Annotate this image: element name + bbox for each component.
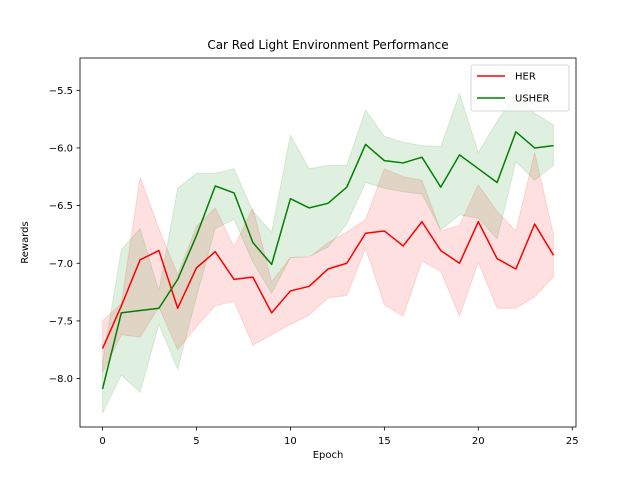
legend: HER USHER: [470, 64, 570, 112]
band-usher: [102, 92, 554, 414]
legend-label-usher: USHER: [515, 94, 550, 105]
y-axis-ticks: −8.0 −7.5 −7.0 −6.5 −6.0 −5.5: [49, 86, 80, 385]
chart-title: Car Red Light Environment Performance: [207, 38, 448, 52]
y-tick-label: −5.5: [49, 86, 73, 97]
x-axis-label: Epoch: [313, 450, 344, 461]
series-lines: [101, 131, 555, 390]
plot-frame: [79, 57, 577, 428]
x-tick-label: 25: [566, 436, 579, 447]
x-tick-label: 5: [193, 436, 199, 447]
y-axis-label: Rewards: [20, 221, 31, 263]
line-usher: [101, 131, 554, 390]
x-tick-label: 20: [472, 436, 485, 447]
confidence-bands: [102, 92, 554, 414]
line-her: [101, 220, 555, 349]
y-tick-label: −7.0: [49, 259, 73, 270]
y-tick-label: −6.0: [49, 143, 73, 154]
x-tick-label: 15: [378, 436, 391, 447]
x-tick-label: 0: [99, 436, 105, 447]
y-tick-label: −8.0: [49, 374, 73, 385]
x-axis-ticks: 0 5 10 15 20 25: [99, 427, 579, 447]
band-her: [102, 152, 554, 374]
y-tick-label: −6.5: [49, 201, 73, 212]
legend-label-her: HER: [515, 72, 536, 83]
x-tick-label: 10: [284, 436, 297, 447]
y-tick-label: −7.5: [49, 316, 73, 327]
